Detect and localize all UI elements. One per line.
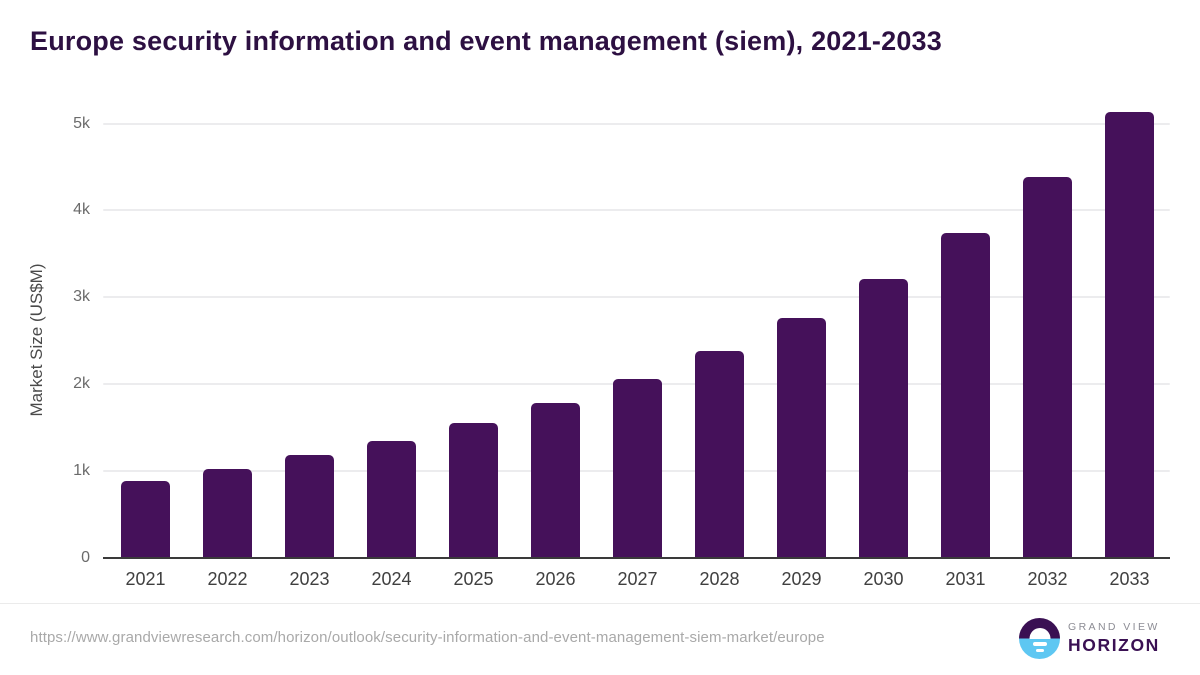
logo-text: GRAND VIEW HORIZON bbox=[1068, 621, 1160, 656]
x-tick-label-2030: 2030 bbox=[863, 569, 904, 589]
brand-logo: GRAND VIEW HORIZON bbox=[1019, 618, 1160, 659]
bar-2029 bbox=[777, 318, 826, 558]
x-tick-label-2029: 2029 bbox=[781, 569, 822, 589]
bar-2033 bbox=[1105, 111, 1154, 558]
bar-2031 bbox=[941, 232, 990, 558]
bar-2026 bbox=[531, 402, 580, 558]
bar-2030 bbox=[859, 279, 908, 558]
footer-divider bbox=[0, 603, 1200, 604]
bar-2032 bbox=[1023, 177, 1072, 558]
x-tick-label-2033: 2033 bbox=[1109, 569, 1150, 589]
y-tick-label-0: 0 bbox=[81, 549, 90, 566]
x-tick-label-2032: 2032 bbox=[1027, 569, 1068, 589]
x-axis-line bbox=[103, 557, 1170, 559]
gridline-5k bbox=[103, 122, 1170, 125]
source-url: https://www.grandviewresearch.com/horizo… bbox=[30, 629, 825, 646]
horizon-sunrise-icon bbox=[1019, 618, 1060, 659]
y-tick-label-5k: 5k bbox=[73, 114, 90, 132]
bar-2023 bbox=[285, 454, 334, 558]
x-tick-label-2031: 2031 bbox=[945, 569, 986, 589]
logo-product-name: HORIZON bbox=[1068, 635, 1160, 655]
bar-2021 bbox=[121, 480, 170, 558]
x-tick-label-2027: 2027 bbox=[617, 569, 658, 589]
bar-2022 bbox=[203, 468, 252, 558]
bar-2027 bbox=[613, 379, 662, 558]
x-tick-label-2024: 2024 bbox=[371, 569, 412, 589]
x-tick-label-2028: 2028 bbox=[699, 569, 740, 589]
reflection-stripe bbox=[1032, 642, 1047, 646]
y-tick-label-3k: 3k bbox=[73, 288, 90, 306]
y-tick-label-2k: 2k bbox=[73, 375, 90, 393]
x-tick-label-2025: 2025 bbox=[453, 569, 494, 589]
sun-shape bbox=[1029, 628, 1050, 639]
y-tick-label-1k: 1k bbox=[73, 462, 90, 480]
bar-2028 bbox=[695, 351, 744, 558]
logo-brand-name: GRAND VIEW bbox=[1068, 621, 1160, 633]
plot-area: Market Size (US$M) 0 1k 2k 3k 4k 5k 2021 2022 2… bbox=[27, 95, 1170, 589]
reflection-stripe bbox=[1035, 648, 1044, 652]
bar-2024 bbox=[367, 440, 416, 558]
gridline-3k bbox=[103, 296, 1170, 299]
x-tick-label-2022: 2022 bbox=[207, 569, 248, 589]
x-tick-label-2026: 2026 bbox=[535, 569, 576, 589]
chart-title: Europe security information and event ma… bbox=[30, 26, 942, 56]
x-tick-label-2021: 2021 bbox=[125, 569, 166, 589]
x-tick-label-2023: 2023 bbox=[289, 569, 330, 589]
y-tick-label-4k: 4k bbox=[73, 201, 90, 219]
gridline-4k bbox=[103, 209, 1170, 212]
bar-2025 bbox=[449, 423, 498, 558]
